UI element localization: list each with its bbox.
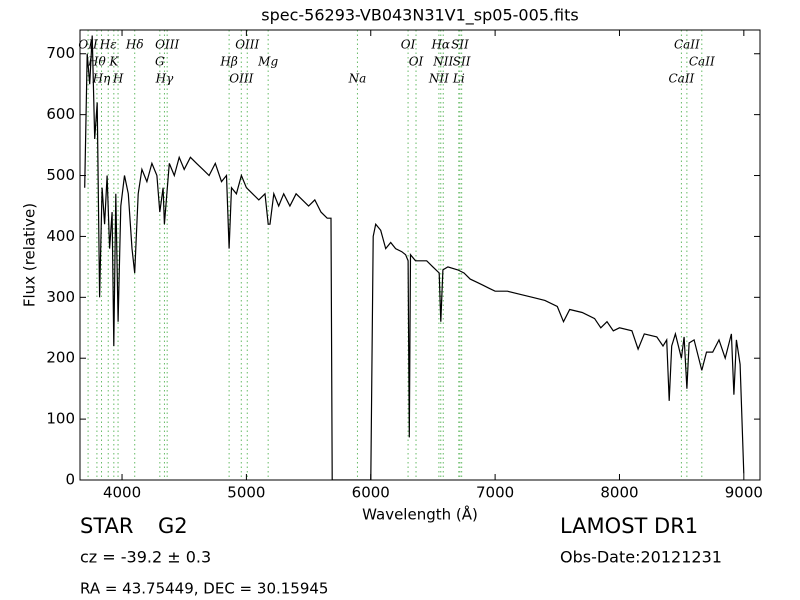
y-tick-label: 500 [46, 166, 75, 184]
line-label: Hγ [155, 72, 174, 86]
line-label: G [155, 55, 165, 69]
x-tick-label: 4000 [103, 484, 141, 502]
line-label: NII [432, 55, 453, 69]
line-label: Hθ [87, 55, 106, 69]
line-label: Hβ [219, 55, 237, 69]
line-label: CaII [668, 72, 694, 86]
line-label: OII [78, 38, 98, 52]
plot-frame [79, 29, 761, 481]
line-label: Na [348, 72, 367, 86]
y-tick-label: 600 [46, 105, 75, 123]
plot-area [84, 30, 745, 480]
redshift: cz = -39.2 ± 0.3 [80, 548, 211, 567]
x-tick-label: 7000 [476, 484, 514, 502]
line-label: OI [401, 38, 416, 52]
line-label: OI [409, 55, 424, 69]
line-label: K [108, 55, 119, 69]
x-axis-label: Wavelength (Å) [362, 505, 478, 524]
line-label: SII [453, 55, 471, 69]
line-label: OIII [235, 38, 259, 52]
spectrum [84, 35, 745, 480]
class: STAR [80, 514, 133, 538]
y-tick-label: 400 [46, 227, 75, 245]
y-tick-label: 200 [46, 349, 75, 367]
line-label: Hε [99, 38, 117, 52]
line-label: H [112, 72, 124, 86]
line-label: SII [451, 38, 469, 52]
obs-date: Obs-Date:20121231 [560, 548, 722, 567]
chart-title: spec-56293-VB043N31V1_sp05-005.fits [261, 6, 579, 26]
line-label: Mg [257, 55, 278, 69]
line-label: Hα [430, 38, 450, 52]
line-label: Hη [92, 72, 111, 86]
x-tick-label: 6000 [352, 484, 390, 502]
line-label: Hδ [125, 38, 144, 52]
line-label: CaII [689, 55, 715, 69]
y-tick-label: 100 [46, 410, 75, 428]
survey: LAMOST DR1 [560, 514, 698, 538]
subclass: G2 [158, 514, 188, 538]
line-label: CaII [674, 38, 700, 52]
y-tick-label: 300 [46, 288, 75, 306]
x-tick-label: 5000 [227, 484, 265, 502]
y-axis-label: Flux (relative) [21, 203, 39, 307]
x-tick-label: 8000 [600, 484, 638, 502]
line-label: OIII [229, 72, 253, 86]
line-label: NII [428, 72, 449, 86]
y-tick-label: 700 [46, 44, 75, 62]
x-tick-label: 9000 [725, 484, 763, 502]
coords: RA = 43.75449, DEC = 30.15945 [80, 580, 328, 598]
y-tick-label: 0 [65, 471, 75, 489]
line-label: OIII [155, 38, 179, 52]
line-label: Li [452, 72, 465, 86]
